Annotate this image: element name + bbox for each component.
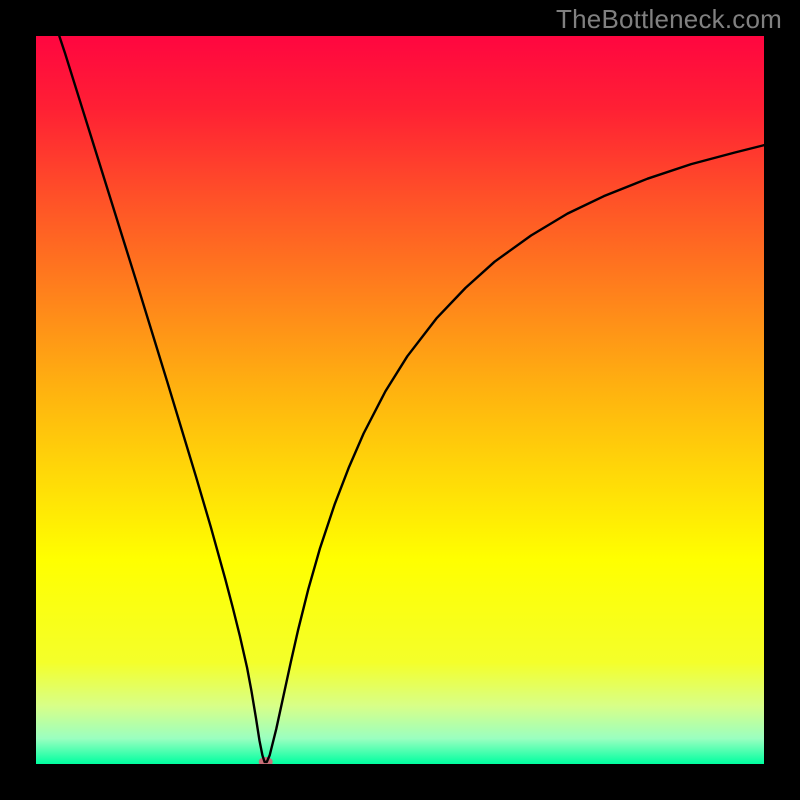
chart-container: TheBottleneck.com [0, 0, 800, 800]
plot-background [36, 36, 764, 764]
watermark-text: TheBottleneck.com [556, 4, 782, 35]
bottleneck-curve-plot [36, 36, 764, 764]
